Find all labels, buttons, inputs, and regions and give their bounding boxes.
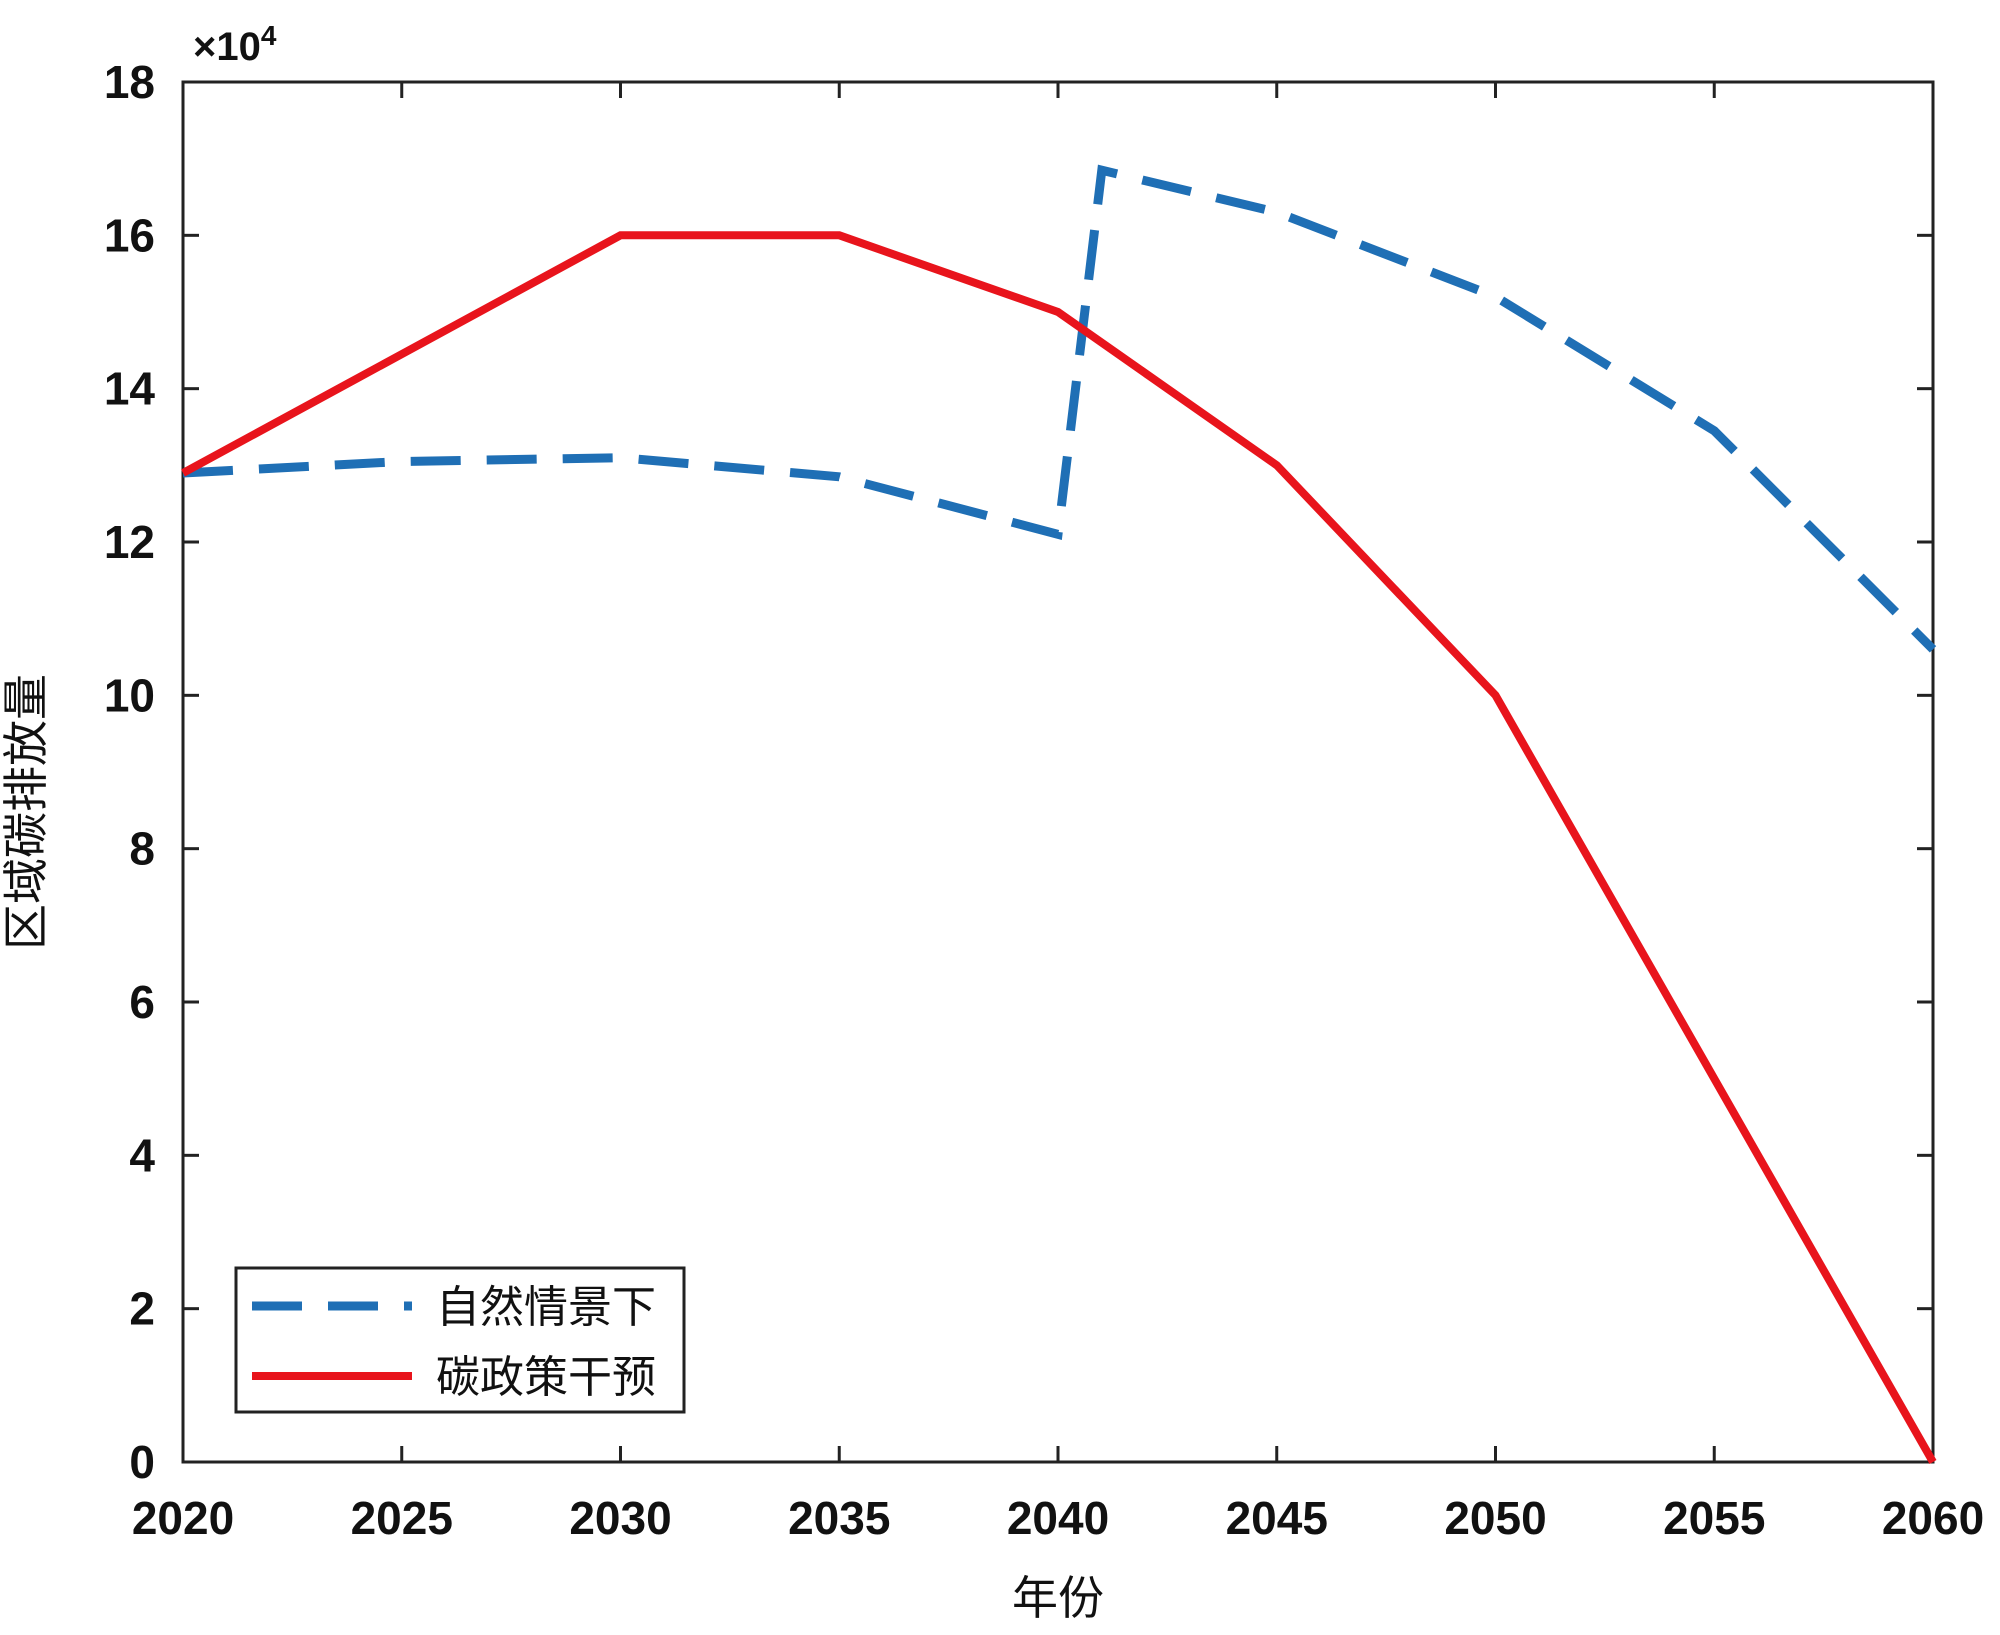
data-series [181, 164, 1937, 1464]
x-tick-label-2045: 2045 [1226, 1492, 1328, 1544]
y-tick-label-14: 14 [104, 363, 156, 415]
x-tick-label-2040: 2040 [1007, 1492, 1109, 1544]
x-tick-label-2025: 2025 [351, 1492, 453, 1544]
y-tick-label-16: 16 [104, 209, 155, 261]
x-tick-label-2060: 2060 [1882, 1492, 1984, 1544]
series-line-natural-scenario [182, 164, 1937, 653]
y-axis-multiplier-base: ×10 [193, 25, 261, 69]
legend-label-carbon-policy: 碳政策干预 [436, 1352, 656, 1403]
x-tick-label-2050: 2050 [1444, 1492, 1546, 1544]
y-tick-label-12: 12 [104, 516, 155, 568]
axis-tick-labels: 2020 2025 2030 2035 2040 2045 2050 2055 2060 0 2 4 6… [104, 56, 1984, 1544]
x-tick-label-2030: 2030 [569, 1492, 671, 1544]
y-tick-label-10: 10 [104, 669, 155, 721]
legend-label-natural-scenario: 自然情景下 [436, 1282, 656, 1333]
x-axis-title: 年份 [1012, 1571, 1104, 1625]
y-axis-multiplier-exponent: 4 [261, 20, 277, 51]
y-tick-label-0: 0 [129, 1436, 155, 1488]
x-tick-label-2020: 2020 [132, 1492, 234, 1544]
series-line-carbon-policy [181, 231, 1937, 1464]
y-tick-label-18: 18 [104, 56, 155, 108]
y-tick-label-4: 4 [129, 1129, 155, 1181]
y-tick-label-8: 8 [129, 823, 155, 875]
y-tick-label-2: 2 [129, 1283, 155, 1335]
y-tick-label-6: 6 [129, 976, 155, 1028]
y-axis-title: 区域碳排放量 [0, 674, 53, 950]
y-axis-multiplier: ×104 [193, 20, 277, 70]
x-tick-label-2035: 2035 [788, 1492, 890, 1544]
legend-box [234, 1266, 686, 1414]
legend: 自然情景下 碳政策干预 [234, 1266, 686, 1414]
x-tick-label-2055: 2055 [1663, 1492, 1765, 1544]
axis-ticks [181, 80, 1935, 1464]
